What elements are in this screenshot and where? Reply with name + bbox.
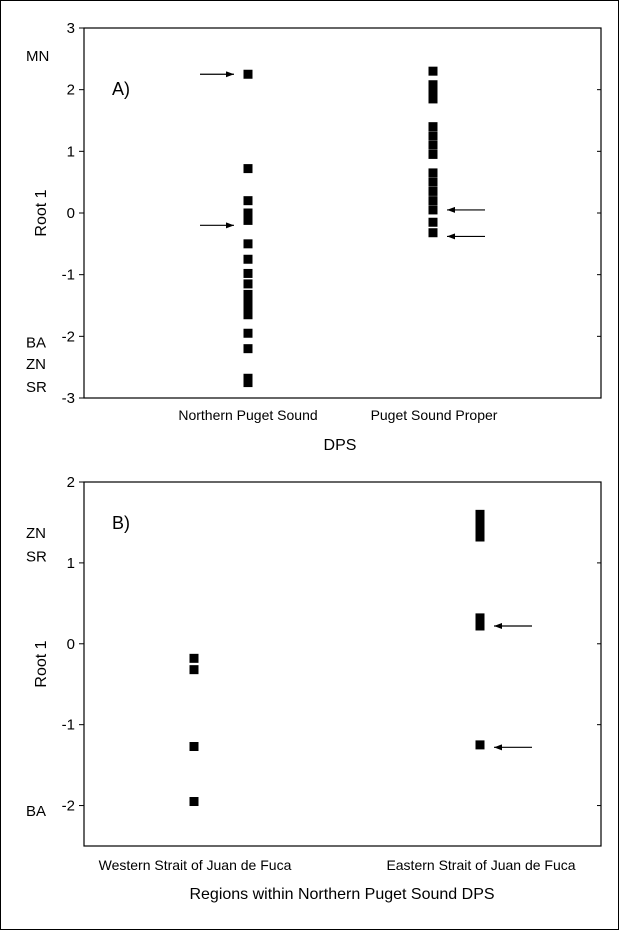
panel-a-data-point [428,140,438,150]
panel-b-arrows [494,622,532,751]
panel-b-y-tick-label: 0 [67,636,75,653]
panel-b-data-point [189,742,199,752]
panel-a-data-point [243,208,253,218]
panel-b: B) 2 1 0 -1 -2 ZN SR BA Root 1 Western Strait … [26,474,602,903]
panel-a-data-point [243,196,253,206]
panel-a-arrows [200,71,485,240]
panel-a-data-point [428,131,438,141]
panel-a-data-point [428,196,438,206]
panel-a-data-point [428,94,438,104]
panel-b-element-labels: ZN SR BA [26,525,47,820]
panel-b-data-point [189,665,199,675]
panel-a: A) 3 2 1 0 -1 -2 -3 MN BA ZN SR Root 1 Northern P… [26,20,602,454]
panel-a-element-label: ZN [26,356,46,373]
panel-a-y-tick-label: -2 [62,328,75,345]
panel-a-data-point [428,149,438,159]
panel-b-y-tick-label: 2 [67,474,75,491]
panel-a-y-axis: 3 2 1 0 -1 -2 -3 [62,20,601,407]
panel-a-data-point [243,310,253,320]
panel-a-data-point [243,254,253,264]
panel-a-data-point [428,177,438,187]
panel-a-data-point [243,289,253,299]
panel-b-data-point [475,526,485,536]
panel-a-data-point [243,164,253,174]
panel-a-plot-area [83,27,602,399]
panel-a-y-tick-label: 1 [67,143,75,160]
panel-a-data-point [243,304,253,314]
panel-b-data-point [475,613,485,623]
panel-a-category-label-0: Northern Puget Sound [178,407,317,423]
panel-b-data-point [475,517,485,527]
panel-a-data-point [428,88,438,98]
panel-b-y-tick-label: -1 [62,717,75,734]
panel-a-label: A) [112,79,130,99]
panel-a-data-point [428,80,438,90]
panel-a-data-point [243,297,253,307]
panel-a-data-point [428,217,438,227]
panel-b-y-tick-label: -2 [62,798,75,815]
panel-a-element-label: SR [26,379,47,396]
panel-a-data-point [428,168,438,178]
panel-a-element-label: MN [26,48,49,65]
panel-a-y-tick-label: -3 [62,390,75,407]
panel-b-plot-area [83,481,602,847]
panel-a-data-point [243,279,253,289]
panel-b-element-label: ZN [26,525,46,542]
panel-a-data-point [243,378,253,388]
panel-a-data-point [428,186,438,196]
panel-b-data-point [475,621,485,631]
panel-b-label: B) [112,513,130,533]
panel-b-y-tick-label: 1 [67,555,75,572]
panel-a-element-label: BA [26,335,46,352]
panel-a-data-point [243,239,253,249]
panel-a-element-labels: MN BA ZN SR [26,48,49,396]
panel-b-data-point [475,532,485,542]
panel-a-data-point [243,344,253,354]
panel-a-data-point [428,228,438,238]
panel-b-data-point [475,740,485,750]
panel-b-category-label-1: Eastern Strait of Juan de Fuca [386,857,575,873]
panel-b-x-axis-title: Regions within Northern Puget Sound DPS [189,886,494,903]
panel-b-element-label: BA [26,803,46,820]
panel-b-y-axis: 2 1 0 -1 -2 [62,474,601,815]
panel-a-y-tick-label: 3 [67,20,75,37]
panel-a-data-point [243,328,253,338]
panel-b-element-label: SR [26,548,47,565]
panel-a-data-point [428,66,438,76]
panel-a-data-point [243,69,253,79]
panel-b-data-point [189,653,199,663]
panel-a-data-point [243,268,253,278]
panel-a-data-point [428,205,438,215]
panel-a-y-tick-label: 0 [67,205,75,222]
panel-a-data-point [428,122,438,132]
panel-a-points [243,66,438,388]
panel-a-y-tick-label: 2 [67,82,75,99]
panel-a-data-point [243,215,253,225]
panel-b-y-axis-title: Root 1 [33,640,50,687]
panel-b-points [189,509,485,807]
panel-b-data-point [189,797,199,807]
panel-a-x-axis-title: DPS [324,437,357,454]
panel-a-category-label-1: Puget Sound Proper [371,407,498,423]
panel-b-category-label-0: Western Strait of Juan de Fuca [99,857,292,873]
panel-a-y-axis-title: Root 1 [33,189,50,236]
panel-b-data-point [475,509,485,519]
panel-a-y-tick-label: -1 [62,267,75,284]
